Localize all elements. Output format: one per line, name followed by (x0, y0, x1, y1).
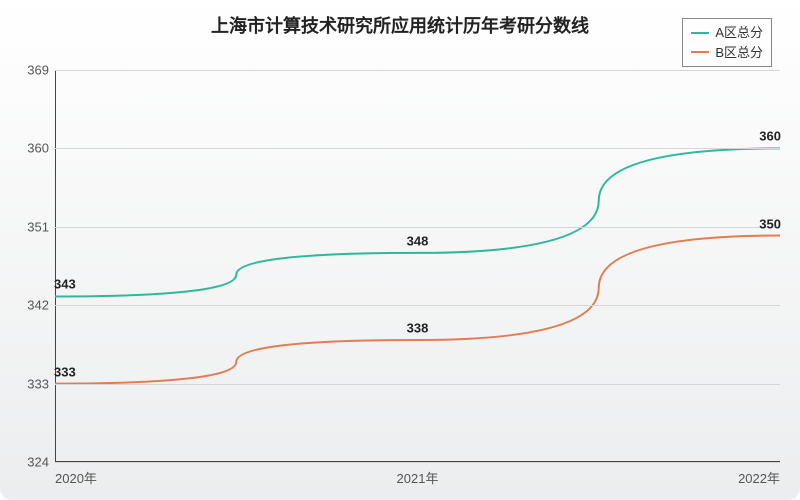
legend-label: B区总分 (715, 43, 763, 63)
value-label: 348 (404, 232, 432, 249)
legend-swatch (691, 51, 709, 53)
legend-label: A区总分 (715, 23, 763, 43)
gridline (55, 305, 780, 306)
y-tick-label: 369 (27, 63, 55, 78)
value-label: 360 (756, 128, 784, 145)
value-label: 343 (51, 276, 79, 293)
y-tick-label: 360 (27, 141, 55, 156)
gridline (55, 70, 780, 71)
gridline (55, 227, 780, 228)
legend-item: A区总分 (691, 23, 763, 43)
legend-swatch (691, 32, 709, 34)
x-tick-label: 2020年 (55, 462, 97, 487)
gridline (55, 384, 780, 385)
x-tick-label: 2021年 (397, 462, 439, 487)
gridline (55, 148, 780, 149)
plot-area: 3243333423513603692020年2021年2022年3433483… (55, 70, 780, 462)
x-tick-label: 2022年 (738, 462, 780, 487)
chart-title: 上海市计算技术研究所应用统计历年考研分数线 (211, 12, 589, 38)
value-label: 350 (756, 215, 784, 232)
legend-item: B区总分 (691, 43, 763, 63)
y-tick-label: 351 (27, 219, 55, 234)
legend: A区总分B区总分 (682, 18, 772, 67)
series-line (55, 148, 780, 296)
line-chart: 上海市计算技术研究所应用统计历年考研分数线 A区总分B区总分 324333342… (0, 0, 800, 500)
series-line (55, 236, 780, 384)
value-label: 338 (404, 320, 432, 337)
y-tick-label: 324 (27, 455, 55, 470)
y-tick-label: 342 (27, 298, 55, 313)
series-lines (55, 70, 780, 462)
value-label: 333 (51, 363, 79, 380)
